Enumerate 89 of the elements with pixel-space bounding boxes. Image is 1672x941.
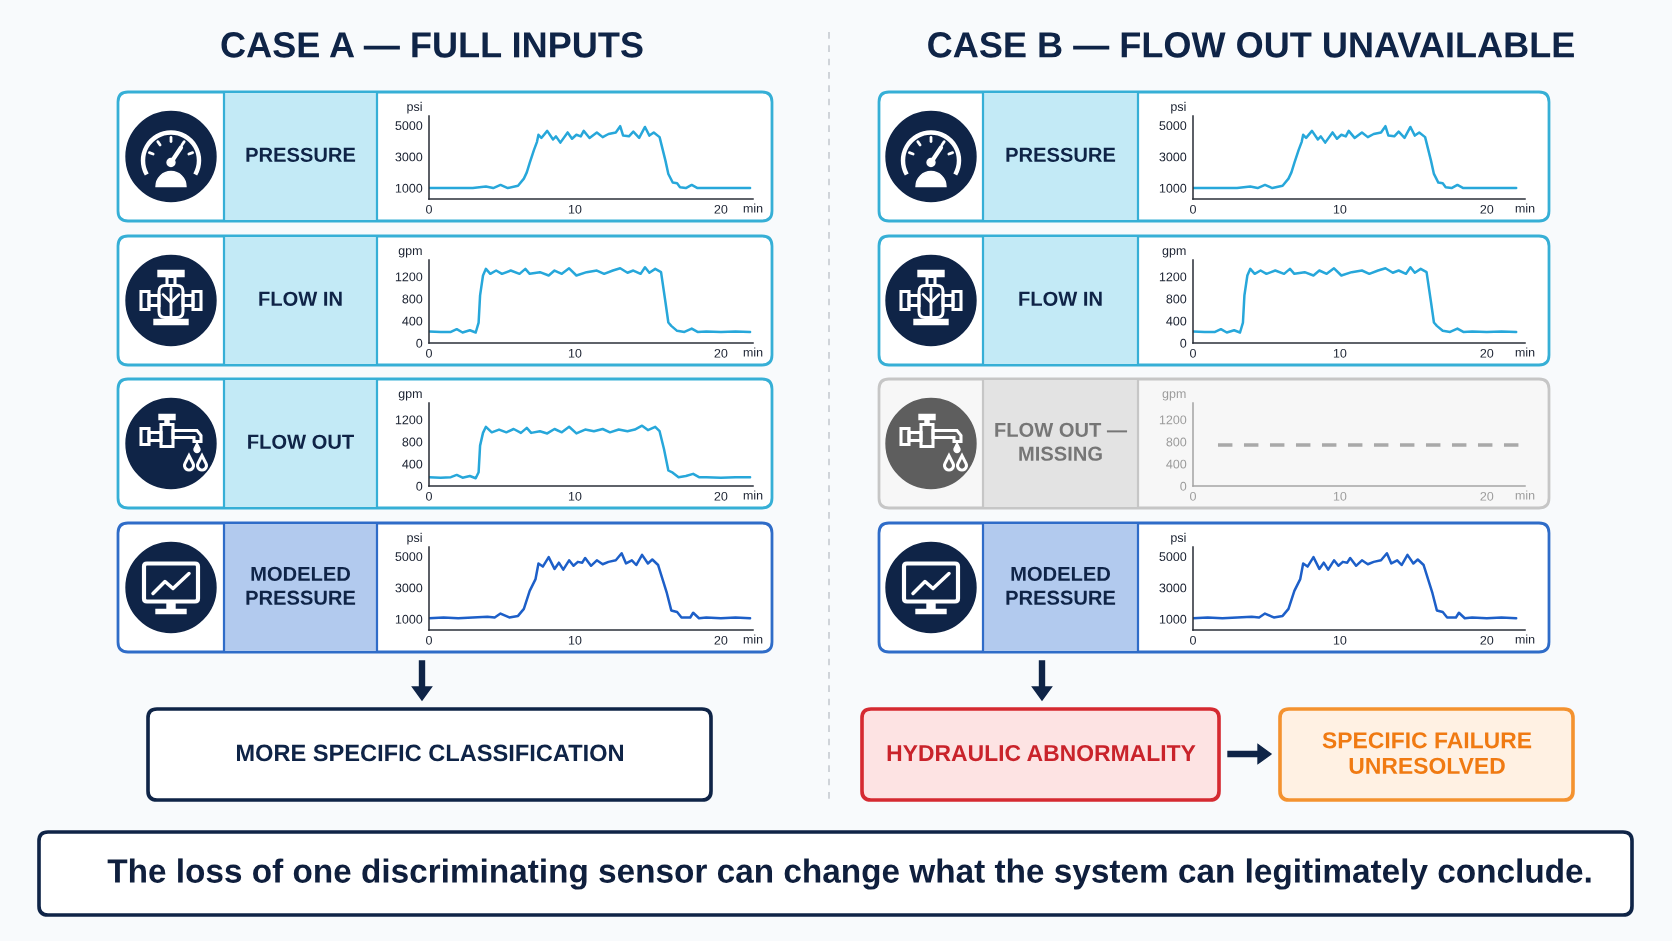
line-series [1193,124,1518,190]
x-tick-label: 0 [1190,204,1196,214]
y-tick-label: 5000 [1159,121,1187,131]
y-axis-title: psi [1171,532,1186,545]
y-tick-label: 5000 [395,552,423,562]
x-tick-label: 10 [1333,635,1347,645]
text: PRESSURE [1006,147,1116,162]
x-tick-label: 10 [1333,348,1347,358]
y-tick-label: 0 [1180,338,1187,348]
y-tick-label: 3000 [1159,583,1187,593]
y-axis-title: gpm [1162,391,1186,401]
x-tick-label: 0 [426,204,432,214]
y-tick-label: 800 [1166,294,1187,304]
x-tick-label: 10 [1333,204,1347,214]
y-axis-title: gpm [398,248,422,258]
y-tick-label: 1200 [395,272,423,282]
y-tick-label: 0 [1180,481,1187,491]
x-axis-title: min [1515,634,1535,644]
x-axis-title: min [1515,347,1535,357]
y-tick-label: 800 [402,294,423,304]
y-tick-label: 3000 [395,583,423,593]
y-tick-label: 1000 [1159,614,1187,624]
x-tick-label: 10 [568,491,582,501]
line-series [429,424,752,480]
line-series [429,265,752,334]
x-tick-label: 0 [426,635,432,645]
y-tick-label: 0 [416,481,423,491]
y-tick-label: 0 [416,338,423,348]
y-axis-title: psi [1171,101,1186,114]
x-axis-title: min [743,203,763,213]
y-axis-title: psi [407,532,422,545]
x-tick-label: 20 [1480,348,1494,358]
line-series [429,552,752,620]
text: PRESSURE [246,147,356,162]
text: FLOW IN [259,291,342,306]
text: MODELED PRESSURE [246,566,356,605]
text: FLOW OUT — MISSING [995,422,1128,461]
x-tick-label: 20 [1480,635,1494,645]
x-axis-title: min [743,490,763,500]
text: CASE B — FLOW OUT UNAVAILABLE [928,32,1574,58]
text: HYDRAULIC ABNORMALITY [887,744,1196,762]
x-tick-label: 20 [714,491,728,501]
text: SPECIFIC FAILURE UNRESOLVED [1322,732,1532,774]
y-tick-label: 5000 [395,121,423,131]
y-tick-label: 5000 [1159,552,1187,562]
x-tick-label: 20 [714,635,728,645]
y-tick-label: 800 [402,437,423,447]
y-axis-title: gpm [1162,248,1186,258]
x-axis-title: min [743,634,763,644]
x-tick-label: 10 [568,204,582,214]
line-series [429,124,752,190]
text: The loss of one discriminating sensor can change what the system can legitimately conclude. [107,858,1591,890]
x-tick-label: 0 [1190,491,1196,501]
y-tick-label: 400 [402,459,423,469]
y-tick-label: 1200 [1159,415,1187,425]
x-axis-title: min [743,347,763,357]
y-axis-title: gpm [398,391,422,401]
y-tick-label: 1200 [1159,272,1187,282]
x-tick-label: 10 [568,635,582,645]
line-series [1193,552,1518,620]
y-axis-title: psi [407,101,422,114]
x-tick-label: 0 [1190,635,1196,645]
line-series [1193,265,1518,334]
text: CASE A — FULL INPUTS [221,32,643,58]
x-tick-label: 0 [426,491,432,501]
x-tick-label: 10 [1333,491,1347,501]
x-tick-label: 0 [1190,348,1196,358]
x-tick-label: 0 [426,348,432,358]
text: FLOW IN [1019,291,1102,306]
y-tick-label: 3000 [395,152,423,162]
y-tick-label: 400 [1166,316,1187,326]
y-tick-label: 1000 [395,183,423,193]
x-tick-label: 20 [1480,491,1494,501]
text: MORE SPECIFIC CLASSIFICATION [237,744,623,762]
y-tick-label: 800 [1166,437,1187,447]
x-tick-label: 20 [714,348,728,358]
x-tick-label: 20 [714,204,728,214]
x-axis-title: min [1515,203,1535,213]
y-tick-label: 3000 [1159,152,1187,162]
x-axis-title: min [1515,490,1535,500]
x-tick-label: 10 [568,348,582,358]
y-tick-label: 400 [1166,459,1187,469]
y-tick-label: 400 [402,316,423,326]
y-tick-label: 1200 [395,415,423,425]
y-tick-label: 1000 [1159,183,1187,193]
text: FLOW OUT [248,434,354,449]
y-tick-label: 1000 [395,614,423,624]
text: MODELED PRESSURE [1006,566,1116,605]
x-tick-label: 20 [1480,204,1494,214]
